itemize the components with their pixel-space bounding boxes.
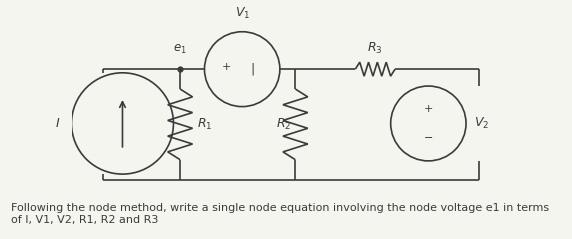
Text: $e_1$: $e_1$ xyxy=(173,43,187,56)
Text: $I$: $I$ xyxy=(55,117,61,130)
Text: |: | xyxy=(251,63,255,76)
Text: $R_1$: $R_1$ xyxy=(197,117,212,132)
Text: $V_2$: $V_2$ xyxy=(474,116,489,131)
Text: −: − xyxy=(424,133,433,143)
Text: +: + xyxy=(424,104,433,114)
Text: $V_1$: $V_1$ xyxy=(235,5,250,21)
Text: +: + xyxy=(222,62,231,72)
Text: $R_3$: $R_3$ xyxy=(367,41,383,56)
Text: $R_2$: $R_2$ xyxy=(276,117,291,132)
Text: Following the node method, write a single node equation involving the node volta: Following the node method, write a singl… xyxy=(11,203,550,225)
